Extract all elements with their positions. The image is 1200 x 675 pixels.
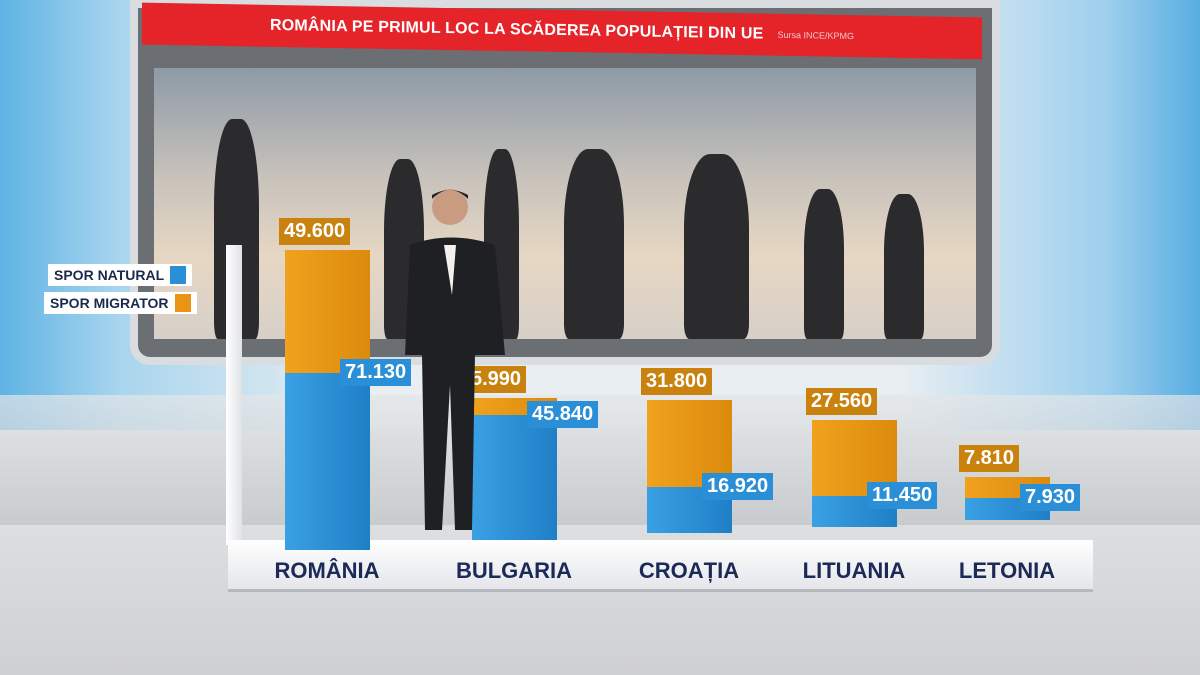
legend-swatch bbox=[170, 266, 187, 284]
presenter bbox=[405, 189, 505, 530]
label-natural-1: 45.840 bbox=[527, 400, 599, 428]
category-label: CROAȚIA bbox=[638, 558, 740, 583]
chart-base bbox=[228, 540, 1093, 592]
legend-label: SPOR NATURAL bbox=[54, 267, 165, 283]
label-natural-2: 16.920 bbox=[702, 472, 774, 500]
legend-swatch bbox=[174, 294, 191, 312]
category-label: LITUANIA bbox=[802, 558, 906, 583]
bar-migrator-2 bbox=[647, 399, 732, 487]
legend-migrator: SPOR MIGRATOR bbox=[44, 292, 197, 314]
legend-label: SPOR MIGRATOR bbox=[50, 295, 169, 311]
label-migrator-0: 49.600 bbox=[279, 218, 351, 245]
legend-post bbox=[226, 245, 242, 545]
category-label: LETONIA bbox=[958, 558, 1056, 583]
label-migrator-4: 7.810 bbox=[959, 444, 1020, 472]
video-wall bbox=[130, 0, 1000, 365]
label-natural-3: 11.450 bbox=[867, 481, 938, 509]
label-natural-4: 7.930 bbox=[1020, 484, 1081, 512]
bar-natural-0 bbox=[285, 373, 370, 550]
category-label: ROMÂNIA bbox=[274, 558, 380, 583]
legend-natural: SPOR NATURAL bbox=[48, 264, 193, 286]
silhouettes-image bbox=[154, 68, 976, 339]
label-migrator-2: 31.800 bbox=[641, 367, 713, 395]
category-label: BULGARIA bbox=[455, 558, 573, 583]
label-migrator-3: 27.560 bbox=[806, 388, 878, 416]
label-natural-0: 71.130 bbox=[340, 359, 412, 387]
chart-title: ROMÂNIA PE PRIMUL LOC LA SCĂDEREA POPULA… bbox=[269, 16, 764, 43]
source-note: Sursa INCE/KPMG bbox=[777, 29, 854, 42]
bar-natural-1 bbox=[472, 414, 557, 540]
label-migrator-1: 5.990 bbox=[466, 366, 527, 394]
bar-migrator-0 bbox=[285, 250, 370, 374]
